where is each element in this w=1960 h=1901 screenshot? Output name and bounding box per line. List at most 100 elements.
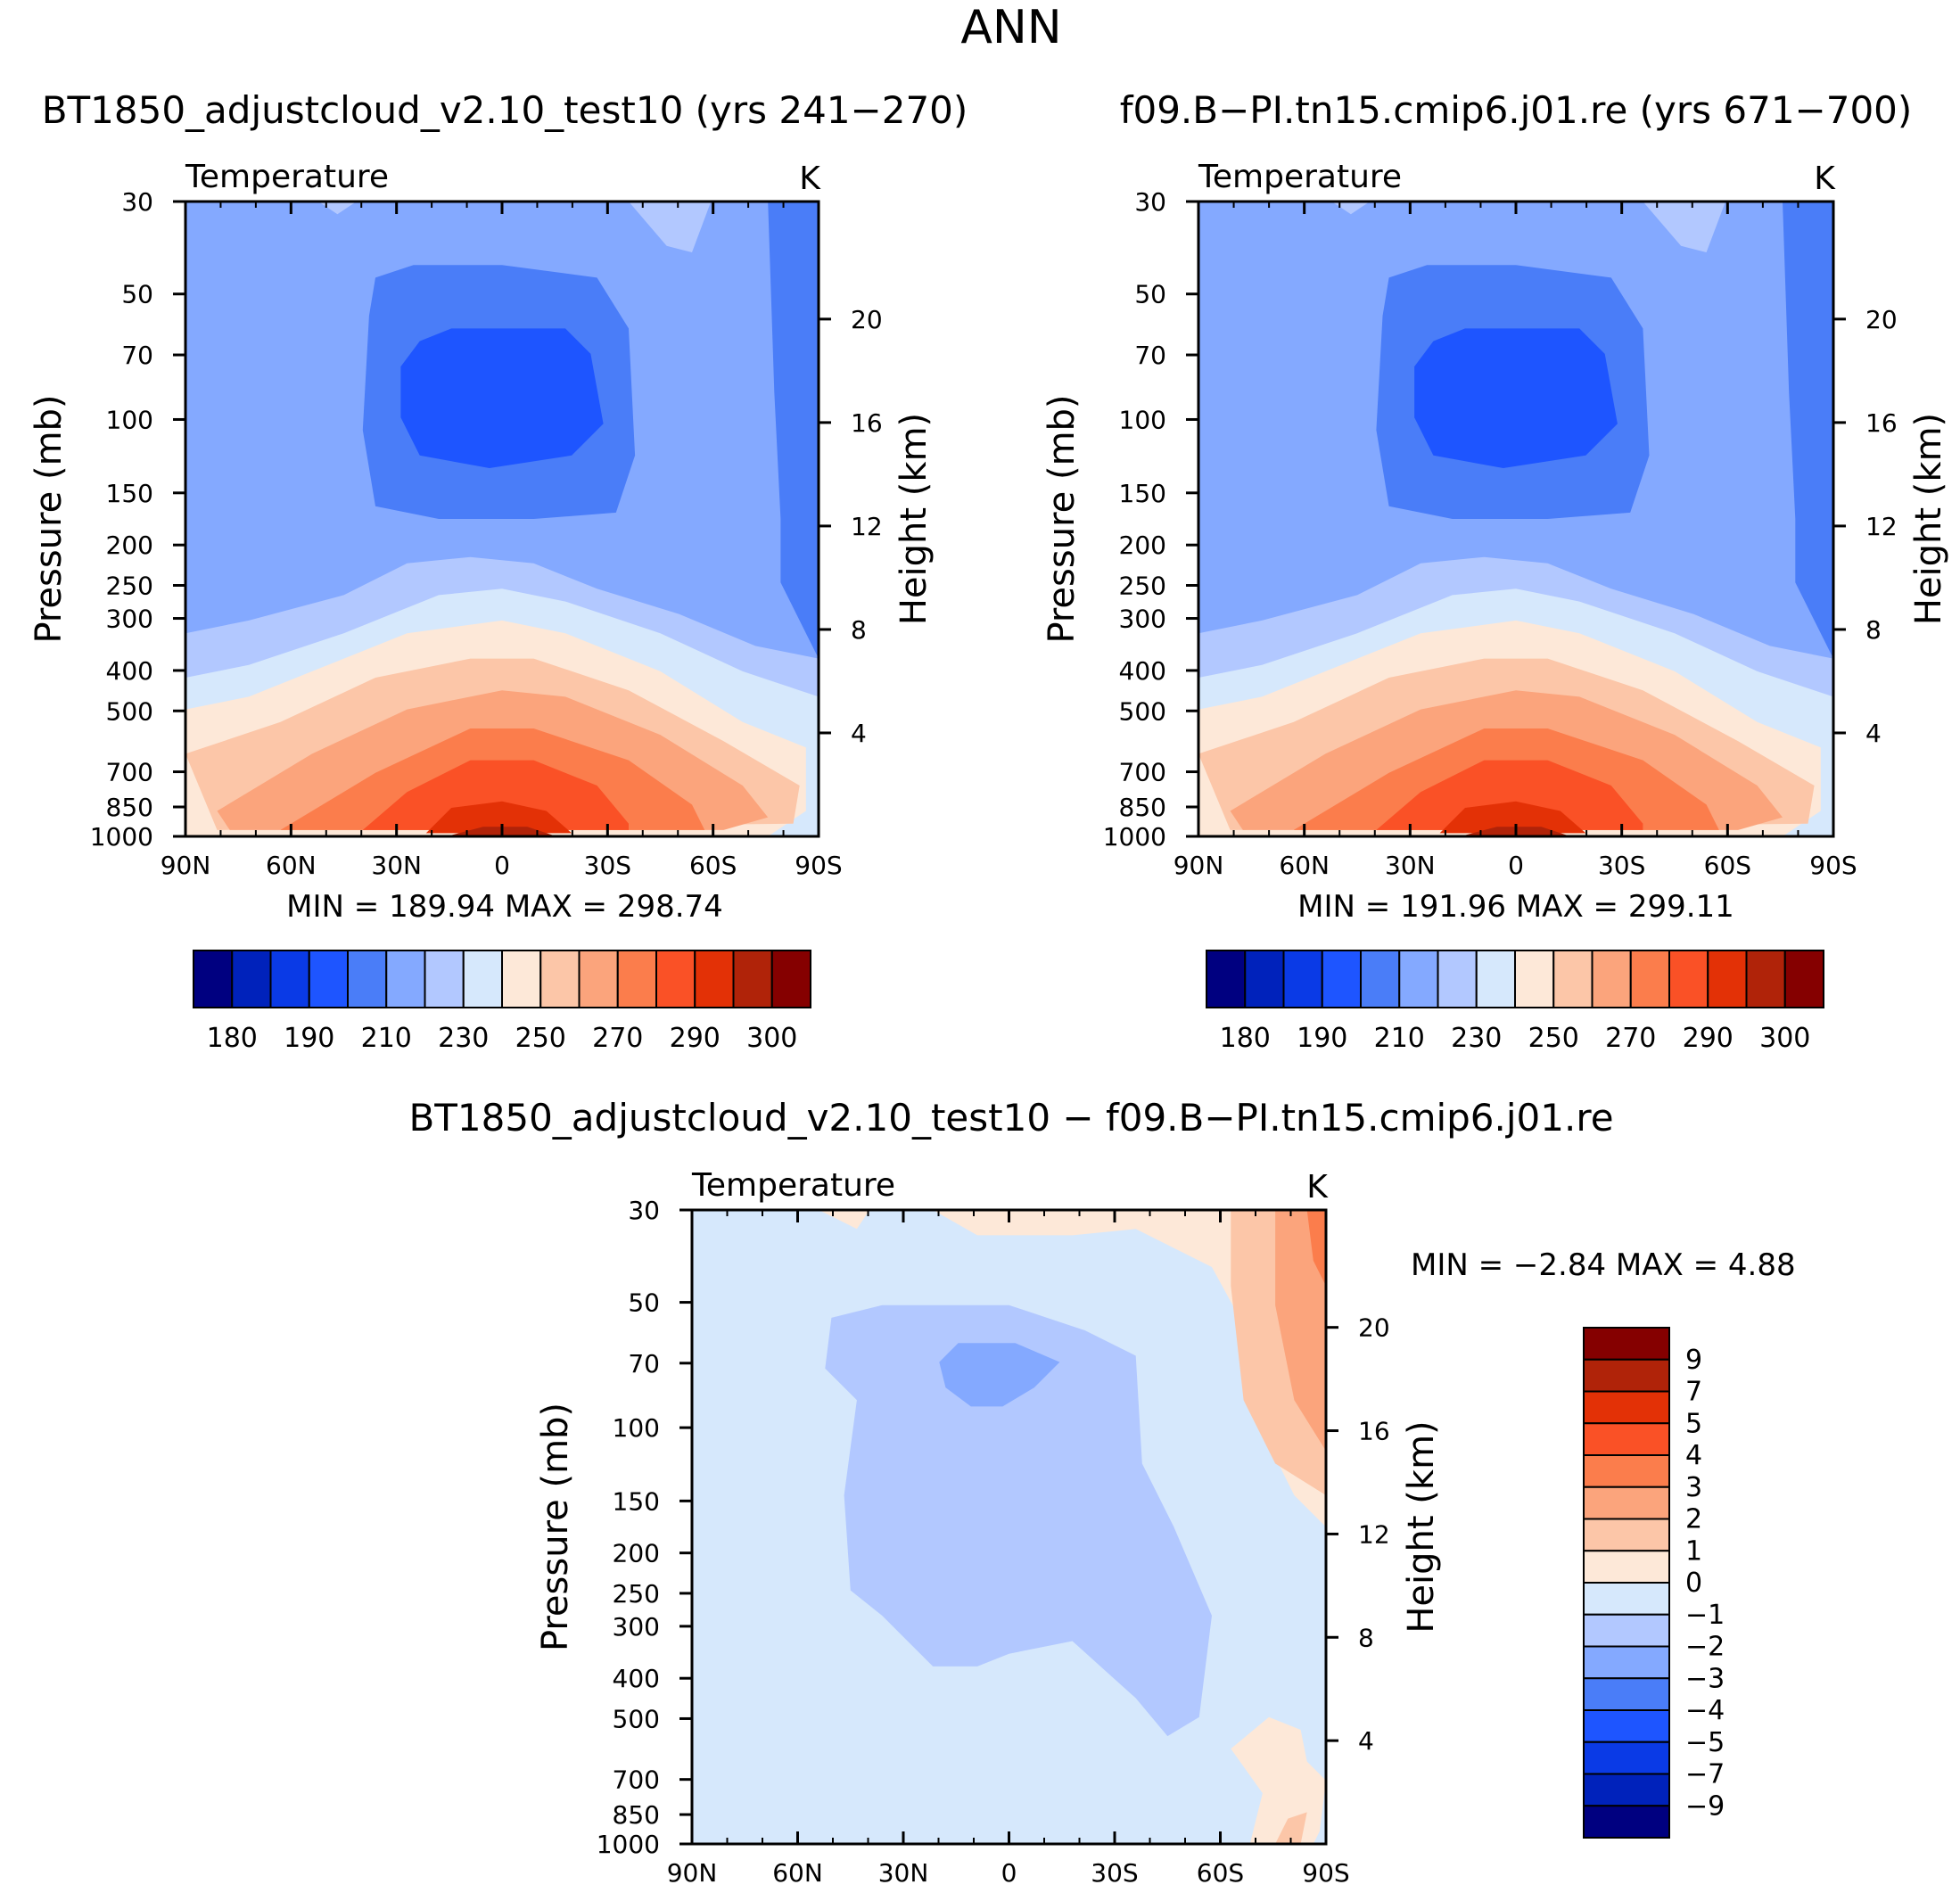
y-tick-label: 850 [106,793,153,822]
height-tick-label: 12 [1865,512,1898,541]
y-tick-label: 700 [1119,758,1166,787]
colorbar-label: 300 [1759,1023,1810,1054]
colorbar-swatch [1583,1327,1670,1361]
contour-band-295 [425,801,572,834]
y-tick-label: 300 [106,605,153,634]
colorbar-label: 4 [1685,1440,1702,1471]
colorbar-swatch [1583,1773,1670,1807]
colorbar-swatch [1583,1677,1670,1711]
contour-band-2-3 [1275,1210,1326,1452]
colorbar-swatch [1514,950,1555,1008]
contour-band-0-1 [819,1210,870,1230]
x-tick-label: 0 [1508,851,1524,880]
colorbar-swatch [193,950,234,1008]
panel-title: BT1850_adjustcloud_v2.10_test10 (yrs 241… [42,88,968,132]
x-tick-label: 30N [878,1858,929,1888]
contour-band-minus2-minus1 [825,1304,1212,1737]
y-tick-label: 200 [106,531,153,560]
colorbar-swatch [347,950,388,1008]
variable-label: Temperature [691,1167,895,1204]
colorbar-label: 230 [438,1023,489,1054]
y-tick-label: 100 [613,1413,660,1443]
y-tick-label: 300 [1119,605,1166,634]
height-tick-label: 4 [1865,719,1882,748]
x-tick-label: 30N [371,851,422,880]
colorbar-swatch [1360,950,1401,1008]
y-tick-label: 500 [106,696,153,726]
x-tick-label: 90S [1809,851,1857,880]
height-axis-label: Height (km) [894,413,935,625]
x-tick-label: 30S [1598,851,1645,880]
panel-control-temperature: f09.B−PI.tn15.cmip6.j01.re (yrs 671−700)… [1042,88,1949,1054]
colorbar-swatch [1583,1613,1670,1648]
y-tick-label: 300 [613,1612,660,1642]
x-tick-label: 60S [1197,1858,1244,1888]
contour-band-minus3-minus2 [939,1343,1060,1407]
colorbar-label: 2 [1685,1504,1702,1535]
colorbar-label: −4 [1685,1695,1725,1726]
colorbar-swatch [1583,1454,1670,1488]
y-tick-label: 1000 [597,1830,660,1859]
y-tick-label: 200 [1119,531,1166,560]
x-tick-label: 60N [1279,851,1330,880]
colorbar-label: −3 [1685,1663,1725,1694]
panel-test-temperature: BT1850_adjustcloud_v2.10_test10 (yrs 241… [29,88,968,1054]
min-max-readout: MIN = 191.96 MAX = 299.11 [1297,889,1734,925]
height-tick-label: 20 [851,305,883,334]
y-tick-label: 700 [106,758,153,787]
colorbar-swatch [1398,950,1439,1008]
height-tick-label: 8 [1358,1623,1374,1652]
height-tick-label: 20 [1865,305,1898,334]
colorbar-swatch [1552,950,1594,1008]
x-tick-label: 60N [772,1858,823,1888]
colorbar-label: 0 [1685,1568,1702,1599]
y-axis-label: Pressure (mb) [29,394,70,643]
colorbar-label: 5 [1685,1408,1702,1439]
y-tick-label: 30 [1134,187,1166,217]
colorbar-label: 250 [515,1023,566,1054]
colorbar-swatch [1629,950,1670,1008]
x-tick-label: 90S [1302,1858,1349,1888]
x-tick-label: 90S [795,851,842,880]
colorbar-label: 9 [1685,1345,1702,1376]
y-axis-label: Pressure (mb) [1042,394,1083,643]
height-tick-label: 12 [851,512,883,541]
y-tick-label: 30 [628,1196,660,1225]
colorbar-swatch [1583,1645,1670,1680]
y-tick-label: 70 [121,341,153,370]
y-tick-label: 50 [121,280,153,309]
y-tick-label: 500 [613,1704,660,1733]
y-tick-label: 100 [106,405,153,434]
y-tick-label: 400 [1119,656,1166,686]
y-tick-label: 70 [1134,341,1166,370]
y-tick-label: 250 [613,1579,660,1609]
y-tick-label: 50 [1134,280,1166,309]
x-tick-label: 90N [1174,851,1224,880]
y-tick-label: 150 [1119,479,1166,508]
colorbar-swatch [1437,950,1478,1008]
colorbar-swatch [770,950,811,1008]
colorbar-swatch [1583,1422,1670,1456]
colorbar-label: 190 [284,1023,334,1054]
min-max-readout: MIN = 189.94 MAX = 298.74 [286,889,723,925]
contour-band-290 [1376,760,1643,830]
height-tick-label: 4 [851,719,867,748]
y-tick-label: 30 [121,187,153,217]
contour-fill-layer [185,202,819,836]
contour-band-0-1 [933,1210,1326,1527]
colorbar-swatch [1591,950,1632,1008]
colorbar-swatch [1783,950,1824,1008]
colorbar-swatch [732,950,773,1008]
panel-title: BT1850_adjustcloud_v2.10_test10 − f09.B−… [408,1096,1613,1140]
contour-band-0-1 [1231,1716,1326,1844]
x-tick-label: 60S [689,851,737,880]
y-tick-label: 150 [613,1486,660,1516]
colorbar-swatch [1583,1582,1670,1616]
colorbar-label: 180 [1220,1023,1271,1054]
colorbar-swatch [1707,950,1748,1008]
colorbar-label: −2 [1685,1632,1725,1663]
colorbar-label: 3 [1685,1472,1702,1503]
colorbar-swatch [1745,950,1786,1008]
height-tick-label: 8 [1865,615,1882,645]
